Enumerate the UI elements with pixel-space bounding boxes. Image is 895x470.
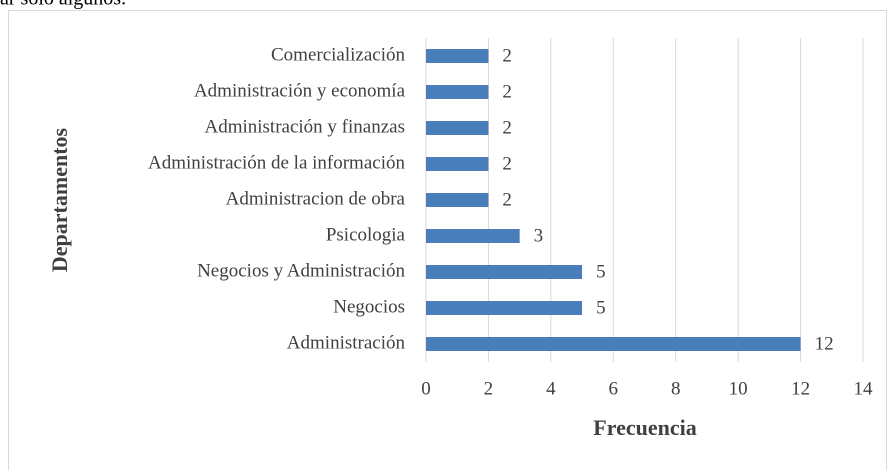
value-label: 5 [596, 297, 606, 318]
y-tick-label: Administración y finanzas [204, 116, 405, 137]
chart-frame [8, 10, 887, 470]
value-label: 2 [502, 45, 512, 66]
bar [426, 193, 489, 207]
x-tick-label: 0 [421, 378, 431, 399]
x-tick-label: 14 [854, 378, 874, 399]
x-axis-label: Frecuencia [593, 415, 696, 440]
x-tick-label: 12 [791, 378, 810, 399]
x-tick-label: 4 [546, 378, 556, 399]
y-axis-label: Departamentos [47, 127, 72, 272]
header-text: ar solo algunos. [0, 0, 126, 10]
y-tick-label: Negocios y Administración [197, 260, 405, 281]
value-label: 12 [815, 333, 834, 354]
bar [426, 265, 583, 279]
x-tick-label: 10 [729, 378, 748, 399]
value-label: 3 [534, 225, 544, 246]
value-label: 2 [502, 189, 512, 210]
y-tick-label: Administración [287, 332, 406, 353]
bar [426, 85, 489, 99]
y-tick-label: Administracion de obra [226, 188, 406, 209]
bar [426, 157, 489, 171]
y-tick-label: Comercialización [271, 44, 405, 65]
value-label: 2 [502, 117, 512, 138]
y-tick-label: Administración y economía [194, 80, 406, 101]
value-label: 5 [596, 261, 606, 282]
bar [426, 229, 520, 243]
value-label: 2 [502, 81, 512, 102]
x-tick-label: 6 [609, 378, 619, 399]
bar [426, 49, 489, 63]
value-label: 2 [502, 153, 512, 174]
bar [426, 121, 489, 135]
bar [426, 337, 801, 351]
y-tick-label: Administración de la información [148, 152, 405, 173]
y-tick-label: Negocios [333, 296, 405, 317]
x-tick-label: 2 [484, 378, 494, 399]
bar [426, 301, 583, 315]
y-tick-label: Psicologia [326, 224, 406, 245]
x-tick-label: 8 [671, 378, 681, 399]
